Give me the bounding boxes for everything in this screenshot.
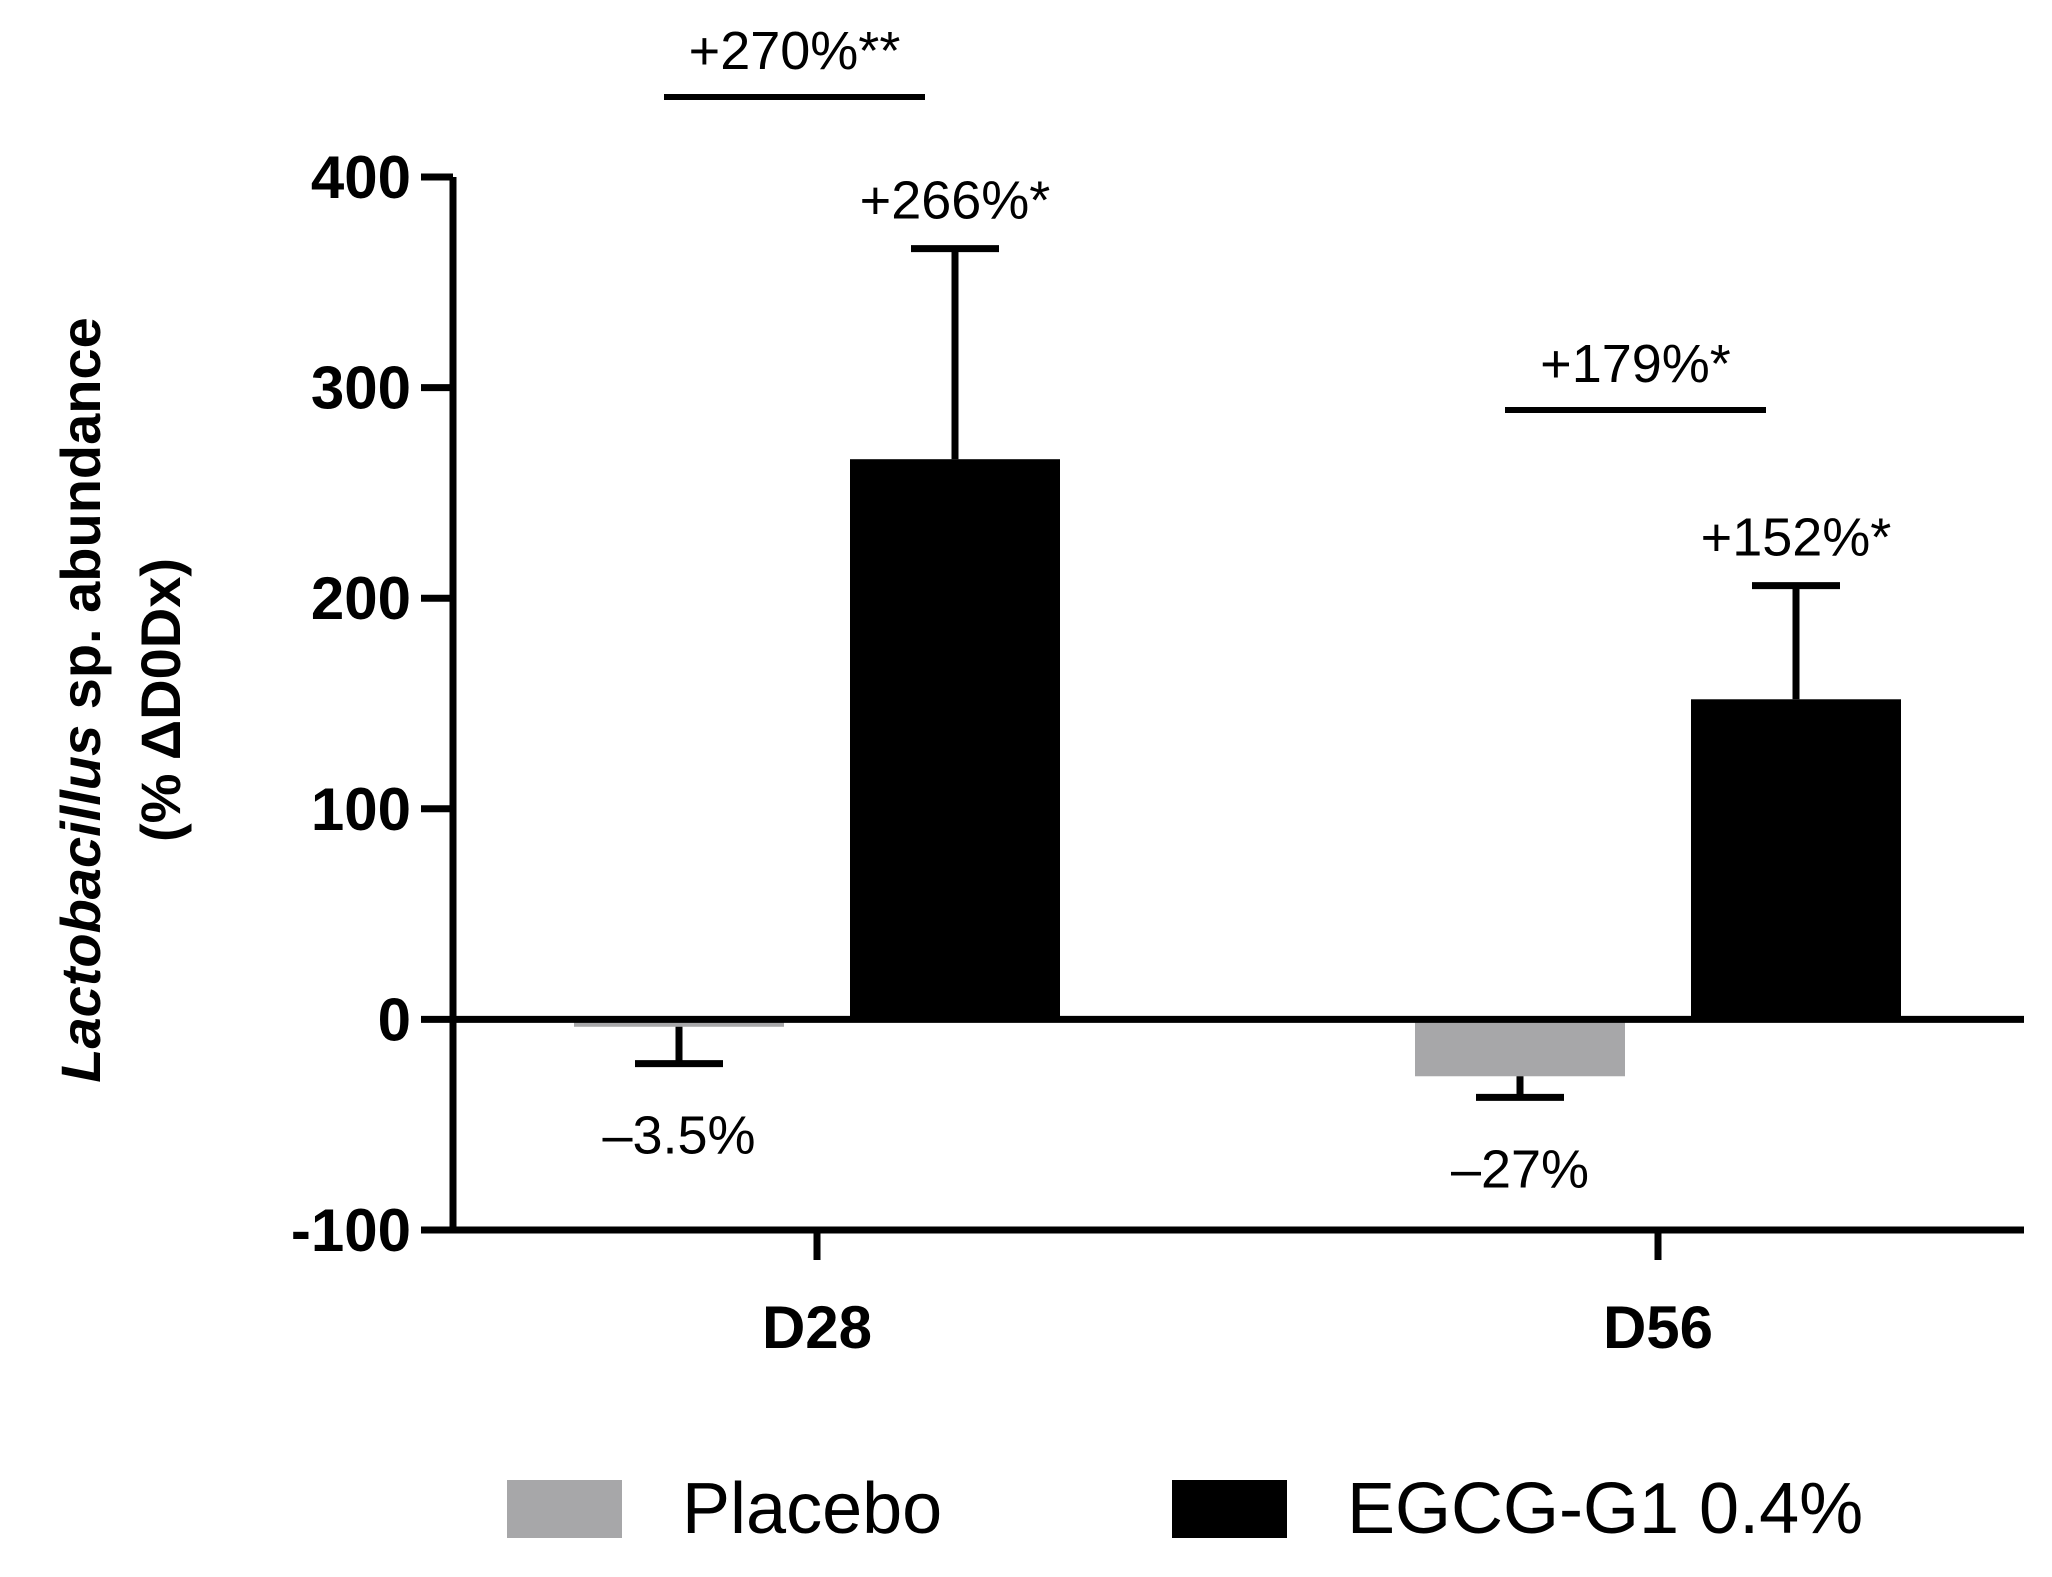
y-axis-title: Lactobacillus sp. abundance	[49, 317, 112, 1083]
y-axis-title-rest: sp. abundance	[49, 317, 112, 725]
y-tick-label-0: 400	[311, 144, 411, 211]
comparison-label-d56: +179%*	[1540, 334, 1731, 394]
y-tick-label-1: 300	[311, 355, 411, 422]
legend-swatch-0	[507, 1480, 622, 1538]
labels-group: –3.5% +266%* +270%** –27% +152%* +179%*	[602, 21, 1891, 1199]
legend: Placebo EGCG-G1 0.4%	[507, 1469, 1863, 1549]
y-tick-label-4: 0	[378, 986, 411, 1053]
data-label-0-1: –27%	[1451, 1139, 1589, 1199]
axes-group: 400 300 200 100 0 -100 D28 D56	[291, 144, 2024, 1361]
data-label-1-0: +266%*	[860, 171, 1051, 231]
bar-egcg-g1-0-4--d28	[850, 459, 1060, 1020]
bars-group	[574, 245, 1901, 1101]
legend-label-1: EGCG-G1 0.4%	[1347, 1469, 1863, 1549]
bar-egcg-g1-0-4--d56	[1691, 699, 1901, 1020]
data-label-1-1: +152%*	[1701, 508, 1892, 568]
data-label-0-0: –3.5%	[602, 1106, 755, 1166]
x-tick-label-d28: D28	[762, 1294, 872, 1361]
legend-label-0: Placebo	[682, 1469, 942, 1549]
legend-swatch-1	[1172, 1480, 1287, 1538]
bar-placebo-d28	[574, 1019, 784, 1027]
comparison-label-d28: +270%**	[689, 21, 901, 81]
x-tick-label-d56: D56	[1603, 1294, 1713, 1361]
y-tick-label-5: -100	[291, 1197, 411, 1264]
bar-placebo-d56	[1415, 1019, 1625, 1077]
y-tick-label-2: 200	[311, 565, 411, 632]
y-axis-title-line2: (% ΔD0Dx)	[129, 558, 192, 842]
y-axis-title-italic: Lactobacillus	[49, 725, 112, 1083]
y-tick-label-3: 100	[311, 776, 411, 843]
